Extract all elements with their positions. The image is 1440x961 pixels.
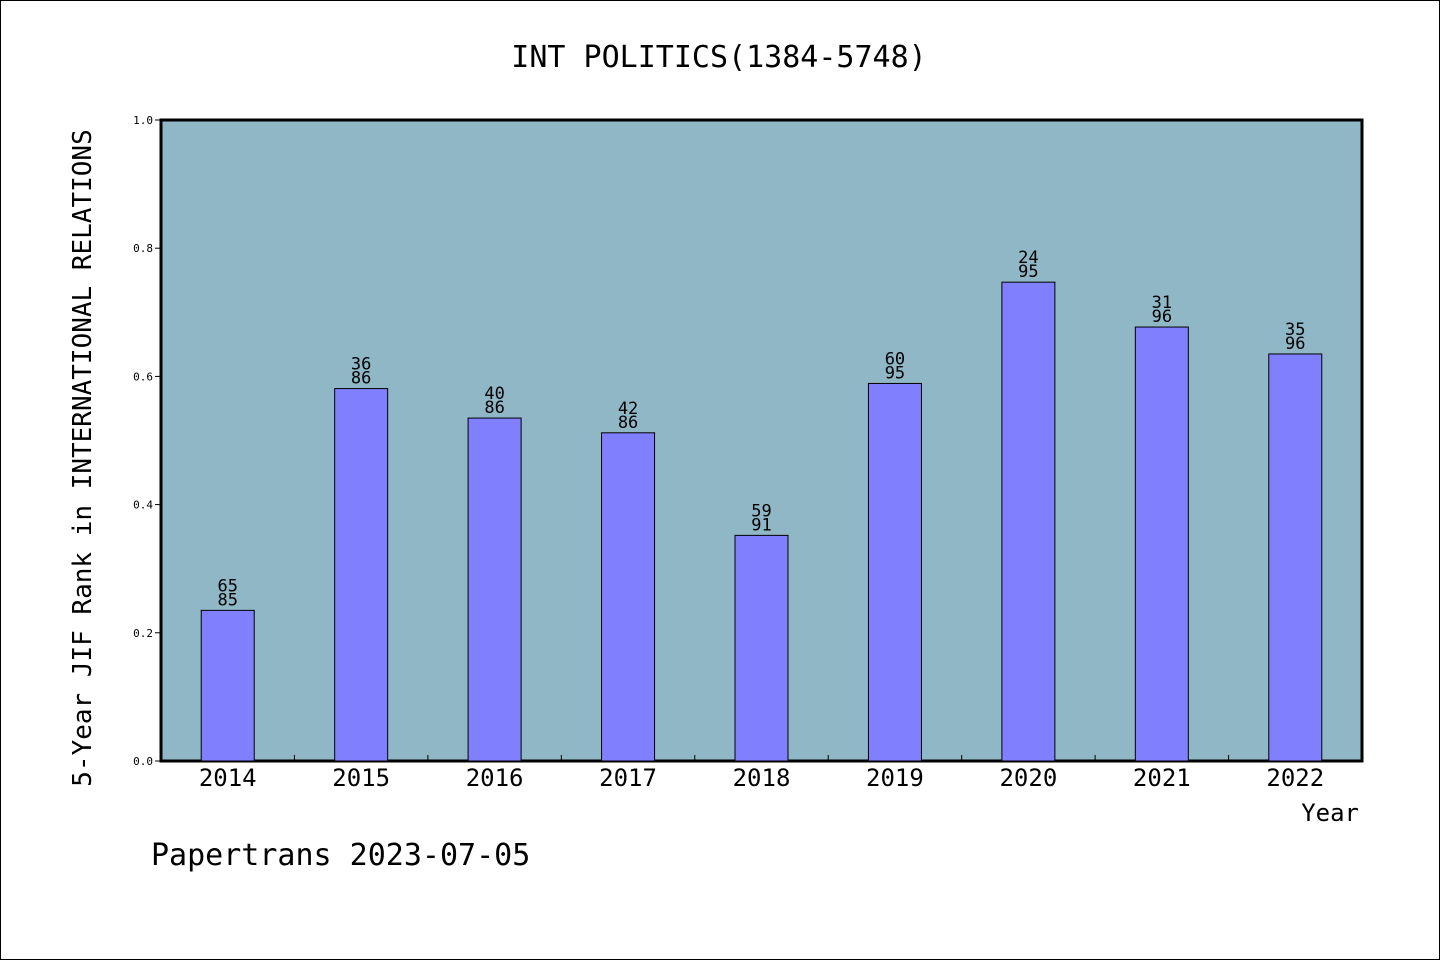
x-tick-label: 2015 <box>332 764 390 792</box>
y-tick-label: 0.6 <box>133 370 153 383</box>
bar-2014 <box>200 609 255 762</box>
chart-title: INT POLITICS(1384-5748) <box>511 40 926 75</box>
bar-2015 <box>334 388 389 762</box>
y-tick-label: 0.4 <box>133 499 153 512</box>
x-tick-label: 2014 <box>199 764 257 792</box>
footer-source: Papertrans 2023-07-05 <box>151 838 530 873</box>
bar-rank-label: 36 <box>351 355 371 375</box>
bar-rank-label: 35 <box>1285 320 1305 340</box>
x-tick-label: 2021 <box>1133 764 1191 792</box>
bar-2022 <box>1268 353 1323 762</box>
bar-2016 <box>467 417 522 762</box>
x-axis-tick-labels: 2014 2015 2016 2017 2018 2019 2020 2021 2022 <box>199 755 1324 792</box>
bar-rank-label: 65 <box>217 576 237 596</box>
x-tick-label: 2017 <box>599 764 657 792</box>
bar-total-label: 96 <box>1285 334 1305 354</box>
bar-rank-label: 31 <box>1152 293 1172 313</box>
bar-total-label: 95 <box>885 363 905 383</box>
x-tick-label: 2019 <box>866 764 924 792</box>
bar-rank-label: 42 <box>618 399 638 419</box>
bar-2020 <box>1001 281 1056 762</box>
x-tick-label: 2018 <box>733 764 791 792</box>
x-tick-label: 2020 <box>999 764 1057 792</box>
y-axis-ticks: 0.0 0.2 0.4 0.6 0.8 1.0 <box>133 114 161 768</box>
y-tick-label: 0.0 <box>133 755 153 768</box>
bar-rank-label: 40 <box>484 384 504 404</box>
bar-2019 <box>867 382 922 762</box>
x-tick-label: 2022 <box>1266 764 1324 792</box>
bar-total-label: 91 <box>751 515 771 535</box>
bar-2021 <box>1134 326 1189 762</box>
bar-2017 <box>601 432 656 762</box>
x-tick-label: 2016 <box>466 764 524 792</box>
y-axis-label: 5-Year JIF Rank in INTERNATIONAL RELATIO… <box>68 129 98 786</box>
bar-rank-label: 24 <box>1018 248 1038 268</box>
bar-rank-label: 59 <box>751 501 771 521</box>
bar-2018 <box>734 534 789 762</box>
y-tick-label: 0.8 <box>133 242 153 255</box>
bar-rank-label: 60 <box>885 349 905 369</box>
bar-total-label: 85 <box>217 590 237 610</box>
bar-total-label: 86 <box>618 413 638 433</box>
x-axis-label: Year <box>1301 799 1359 827</box>
y-tick-label: 0.2 <box>133 627 153 640</box>
bar-total-label: 95 <box>1018 262 1038 282</box>
y-tick-label: 1.0 <box>133 114 153 127</box>
bar-total-label: 86 <box>351 369 371 389</box>
bar-total-label: 96 <box>1152 307 1172 327</box>
bar-total-label: 86 <box>484 398 504 418</box>
